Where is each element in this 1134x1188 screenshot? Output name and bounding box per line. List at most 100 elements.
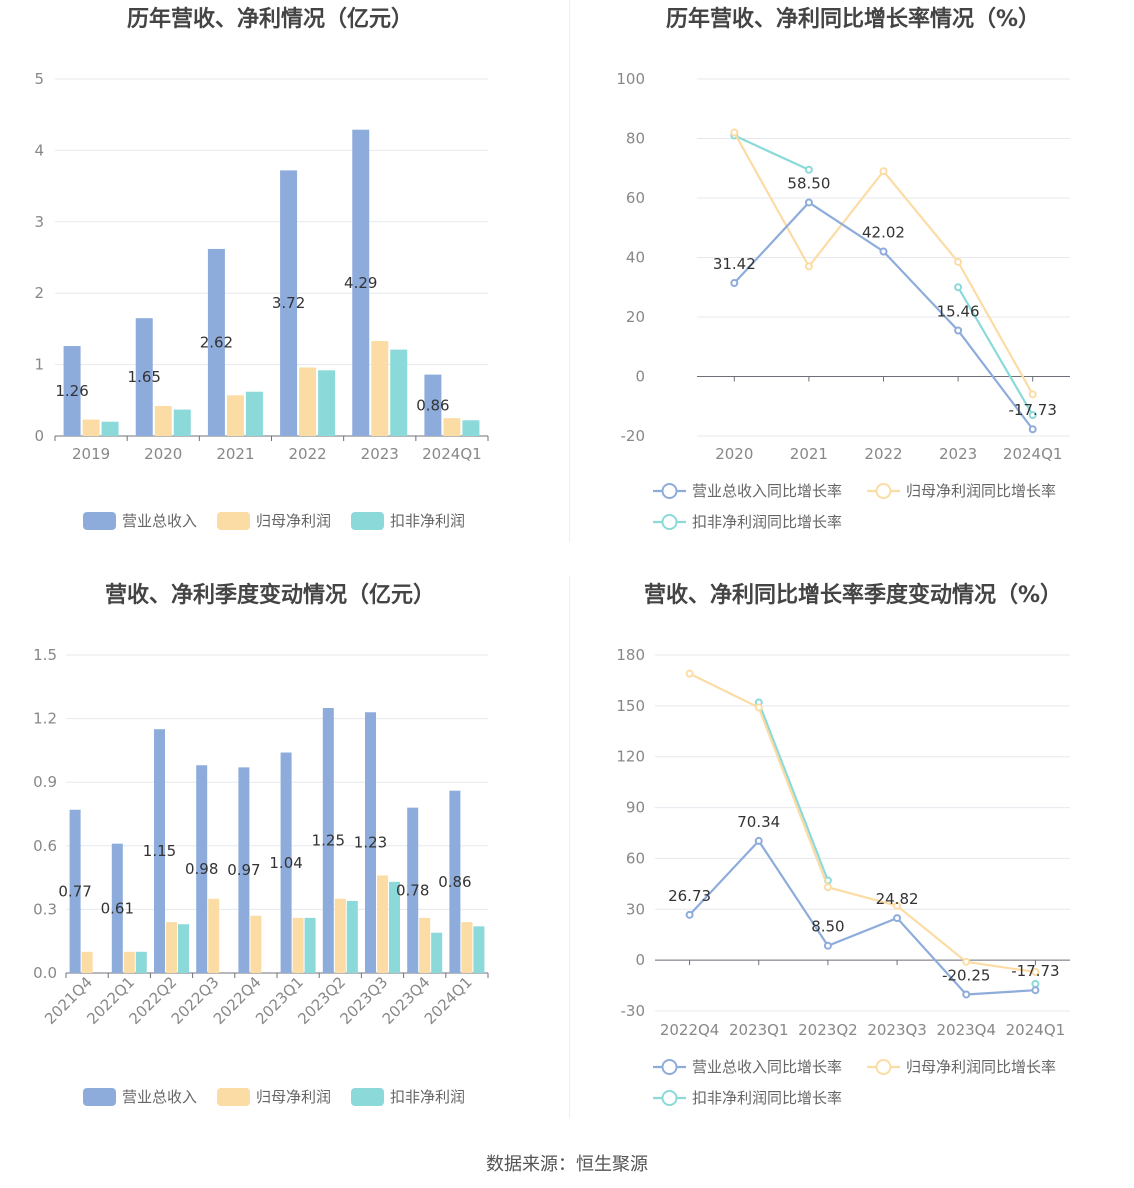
data-point xyxy=(804,165,813,174)
legend-label: 扣非净利润 xyxy=(390,1088,465,1106)
bar xyxy=(304,917,316,973)
bar xyxy=(135,951,147,973)
quarterly-growth-rate-chart: 营收、净利同比增长率季度变动情况（%） -30 0 30 60 90 120 150 180 20… xyxy=(567,576,1134,1152)
legend-label: 营业总收入同比增长率 xyxy=(692,482,842,500)
bottom-divider xyxy=(569,576,570,1118)
legend-swatch xyxy=(351,512,384,530)
bar xyxy=(154,729,165,973)
series-line xyxy=(688,839,1036,996)
chart-title: 营收、净利同比增长率季度变动情况（%） xyxy=(644,582,1062,608)
bar xyxy=(81,951,93,973)
data-label: 0.98 xyxy=(185,860,218,878)
data-label: 1.26 xyxy=(55,382,88,400)
x-tick-label: 2023 xyxy=(939,445,977,463)
bar xyxy=(238,767,250,973)
data-point xyxy=(804,262,813,271)
legend-label: 归母净利润同比增长率 xyxy=(906,482,1056,500)
x-tick-label: 2021 xyxy=(216,445,254,463)
y-tick-label: 1 xyxy=(34,356,44,374)
y-tick-label: 2 xyxy=(34,284,44,302)
bar xyxy=(461,922,473,973)
x-tick-label: 2019 xyxy=(72,445,110,463)
chart-title: 历年营收、净利同比增长率情况（%） xyxy=(666,6,1040,32)
bar xyxy=(377,875,388,973)
quarterly-revenue-profit-chart: 营收、净利季度变动情况（亿元） 0.0 0.3 0.6 0.9 1.2 1.5 2021Q4 2… xyxy=(0,576,567,1152)
legend-marker xyxy=(661,483,678,499)
legend-marker xyxy=(875,1059,892,1075)
legend-swatch xyxy=(217,512,250,530)
y-tick-label: -30 xyxy=(621,1002,646,1020)
data-point xyxy=(1028,411,1037,420)
data-point xyxy=(893,901,902,910)
data-label: 58.50 xyxy=(787,174,830,192)
data-point xyxy=(879,167,888,176)
bar xyxy=(318,370,336,436)
bar xyxy=(424,374,442,436)
bar xyxy=(280,752,292,973)
bar xyxy=(154,406,172,436)
legend-label: 营业总收入同比增长率 xyxy=(692,1058,842,1076)
data-point xyxy=(1031,979,1040,988)
data-label: 0.77 xyxy=(58,882,91,900)
data-label: 70.34 xyxy=(737,813,780,831)
data-label: 0.86 xyxy=(438,873,471,891)
y-tick-label: 0 xyxy=(635,951,645,969)
y-tick-label: 30 xyxy=(626,900,645,918)
bar xyxy=(63,346,81,436)
bar xyxy=(101,421,119,436)
bar xyxy=(207,248,225,436)
bar xyxy=(389,881,400,973)
y-tick-label: 80 xyxy=(626,130,645,148)
bar xyxy=(352,129,370,436)
y-tick-label: 4 xyxy=(34,141,44,159)
legend-label: 营业总收入 xyxy=(122,1088,197,1106)
x-tick-label: 2021 xyxy=(790,445,828,463)
x-tick-label: 2024Q1 xyxy=(422,445,482,463)
annual-revenue-profit-svg: 历年营收、净利情况（亿元） 0 1 2 3 4 5 2019 2020 2021 2022 2023 2… xyxy=(34,6,489,530)
bar xyxy=(135,318,153,436)
bar xyxy=(292,917,304,973)
bar xyxy=(173,409,191,436)
x-tick-label: 2023 xyxy=(361,445,399,463)
x-tick-label: 2022 xyxy=(864,445,902,463)
legend-label: 归母净利润 xyxy=(256,512,331,530)
bar xyxy=(419,917,431,973)
y-tick-label: 20 xyxy=(626,308,645,326)
data-label: 24.82 xyxy=(876,890,919,908)
y-tick-label: 60 xyxy=(626,849,645,867)
y-tick-label: 0 xyxy=(635,368,645,386)
data-point xyxy=(962,990,971,999)
data-point xyxy=(823,883,832,892)
bar xyxy=(407,807,419,973)
data-point xyxy=(823,941,832,950)
series-line xyxy=(689,672,1036,974)
bar xyxy=(473,926,485,973)
annual-growth-rate-svg: 历年营收、净利同比增长率情况（%） -20 0 20 40 60 80 100 2020 2021… xyxy=(616,6,1070,531)
data-source-note: 数据来源：恒生聚源 xyxy=(486,1154,648,1175)
data-point xyxy=(804,198,813,207)
y-tick-label: 0.9 xyxy=(33,773,57,791)
legend-marker xyxy=(661,1090,678,1106)
data-point xyxy=(962,957,971,966)
y-tick-label: 0.3 xyxy=(33,900,57,918)
data-point xyxy=(1028,390,1037,399)
data-point xyxy=(1031,968,1040,977)
y-tick-label: 1.2 xyxy=(33,710,57,728)
bar xyxy=(69,809,81,973)
data-label: 0.86 xyxy=(416,396,449,414)
bar xyxy=(346,900,358,973)
bar xyxy=(208,898,220,973)
bar xyxy=(250,915,262,973)
annual-growth-rate-chart: 历年营收、净利同比增长率情况（%） -20 0 20 40 60 80 100 2020 2021… xyxy=(567,0,1134,576)
legend-marker xyxy=(875,483,892,499)
data-point xyxy=(893,914,902,923)
data-point xyxy=(685,910,694,919)
bar xyxy=(431,932,443,973)
quarterly-growth-rate-svg: 营收、净利同比增长率季度变动情况（%） -30 0 30 60 90 120 150 180 20… xyxy=(616,582,1070,1107)
legend-label: 归母净利润 xyxy=(256,1088,331,1106)
y-tick-label: 1.5 xyxy=(33,646,57,664)
x-tick-label: 2020 xyxy=(715,445,753,463)
data-label: 15.46 xyxy=(937,303,980,321)
data-label: 1.23 xyxy=(354,834,387,852)
y-tick-label: 3 xyxy=(34,213,44,231)
